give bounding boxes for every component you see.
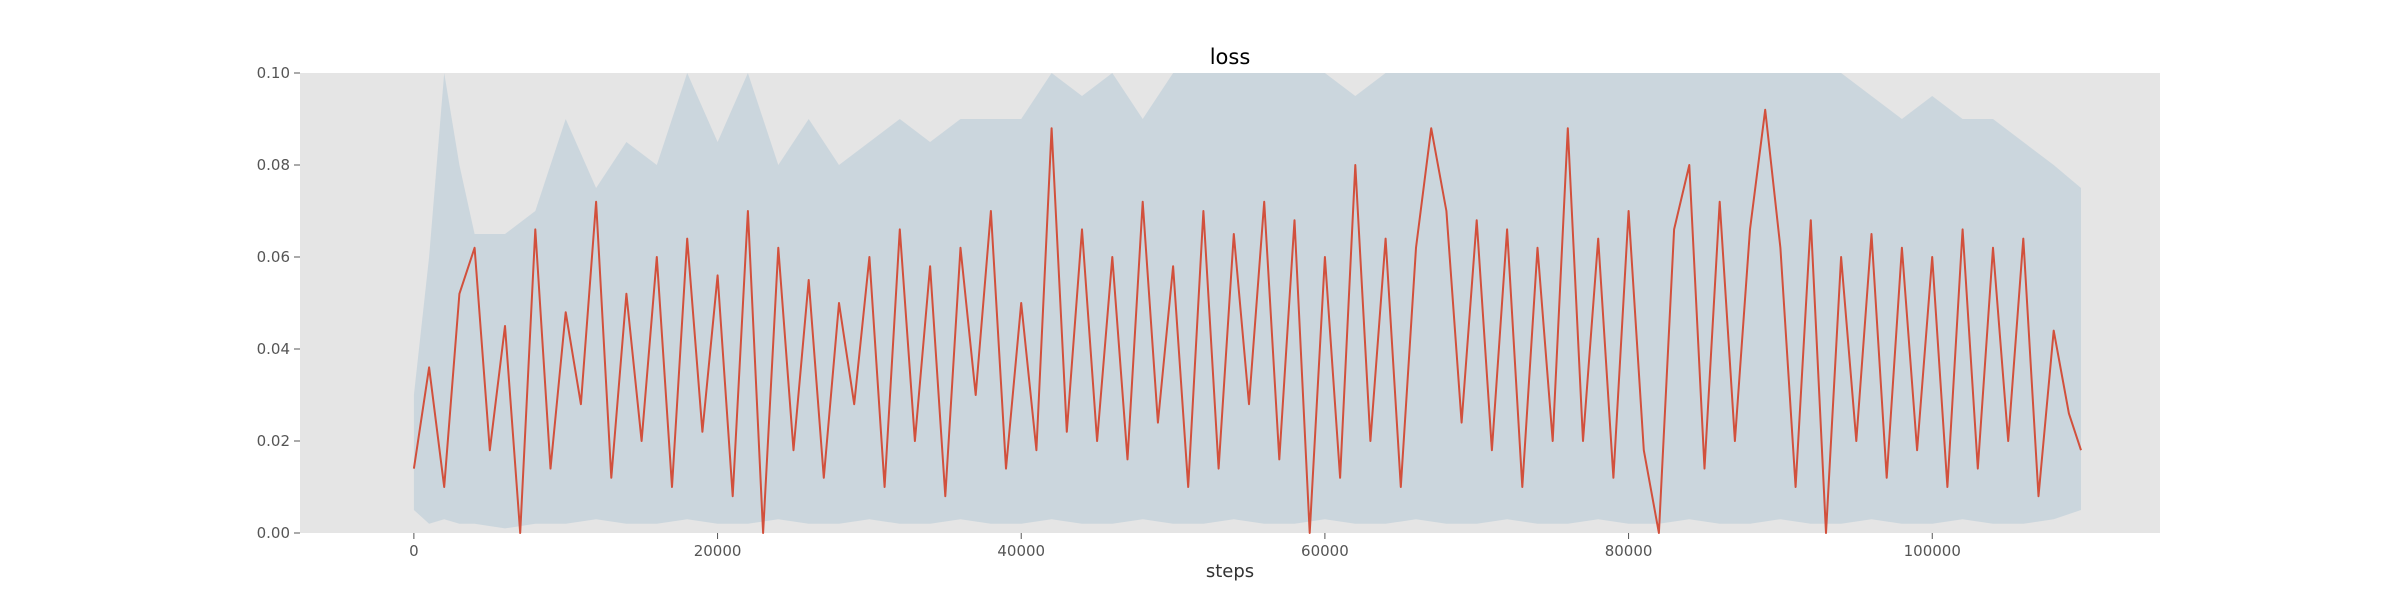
y-tick-label: 0.06 <box>257 248 290 266</box>
chart-title: loss <box>1210 45 1251 69</box>
smoothed-loss-polyline <box>412 108 2082 534</box>
x-tick-label: 0 <box>409 542 419 560</box>
x-tick-label: 40000 <box>997 542 1045 560</box>
x-tick-label: 80000 <box>1605 542 1653 560</box>
y-tick-label: 0.00 <box>257 524 290 542</box>
y-tick-label: 0.02 <box>257 432 290 450</box>
x-tick-label: 60000 <box>1301 542 1349 560</box>
x-tick-label: 20000 <box>694 542 742 560</box>
smoothed-loss-line <box>412 108 2082 534</box>
y-tick-label: 0.10 <box>257 64 290 82</box>
y-tick-label: 0.08 <box>257 156 290 174</box>
x-tick-label: 100000 <box>1904 542 1961 560</box>
y-tick-label: 0.04 <box>257 340 290 358</box>
y-axis-ticks: 0.00 0.02 0.04 0.06 0.08 0.10 <box>257 64 300 542</box>
x-axis-ticks: 0 20000 40000 60000 80000 100000 <box>409 533 1961 560</box>
x-axis-title: steps <box>1206 561 1254 582</box>
